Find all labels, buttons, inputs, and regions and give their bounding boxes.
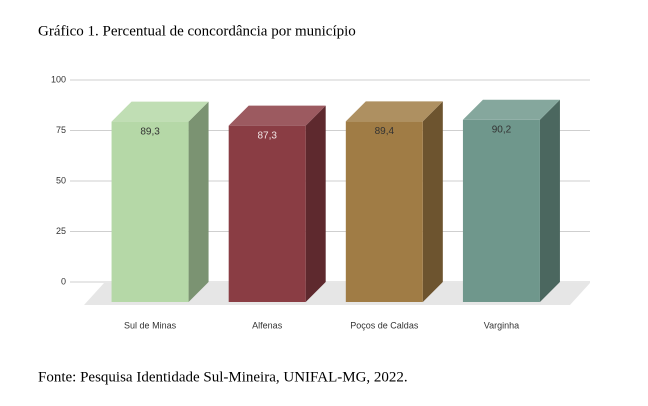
y-tick-label: 25 bbox=[56, 226, 66, 236]
x-tick-label: Sul de Minas bbox=[124, 320, 177, 330]
x-tick-label: Poços de Caldas bbox=[350, 320, 419, 330]
bar bbox=[228, 125, 306, 303]
data-label: 90,2 bbox=[492, 124, 512, 135]
y-tick-label: 0 bbox=[61, 276, 66, 286]
bar-side bbox=[305, 105, 326, 303]
y-tick-label: 75 bbox=[56, 125, 66, 135]
y-tick-label: 100 bbox=[51, 74, 66, 84]
bar bbox=[462, 119, 540, 303]
data-label: 89,4 bbox=[375, 126, 395, 137]
bar-side bbox=[539, 99, 560, 303]
source-note: Fonte: Pesquisa Identidade Sul-Mineira, … bbox=[38, 369, 408, 385]
bar bbox=[111, 121, 189, 302]
chart-title: Gráfico 1. Percentual de concordância po… bbox=[38, 23, 356, 39]
bar-top bbox=[228, 105, 326, 126]
x-tick-label: Alfenas bbox=[252, 320, 283, 330]
x-tick-label: Varginha bbox=[484, 320, 519, 330]
bar-top bbox=[462, 99, 560, 120]
bar-top bbox=[111, 101, 209, 122]
bar bbox=[345, 121, 423, 302]
data-label: 89,3 bbox=[140, 126, 160, 137]
bar-side bbox=[422, 101, 443, 302]
bar-top bbox=[345, 101, 443, 122]
bars: 89,3 Sul de Minas 87,3 Alfenas 89,4 Poços de … bbox=[111, 99, 560, 330]
y-tick-label: 50 bbox=[56, 175, 66, 185]
data-label: 87,3 bbox=[257, 130, 277, 141]
bar-side bbox=[188, 101, 209, 302]
